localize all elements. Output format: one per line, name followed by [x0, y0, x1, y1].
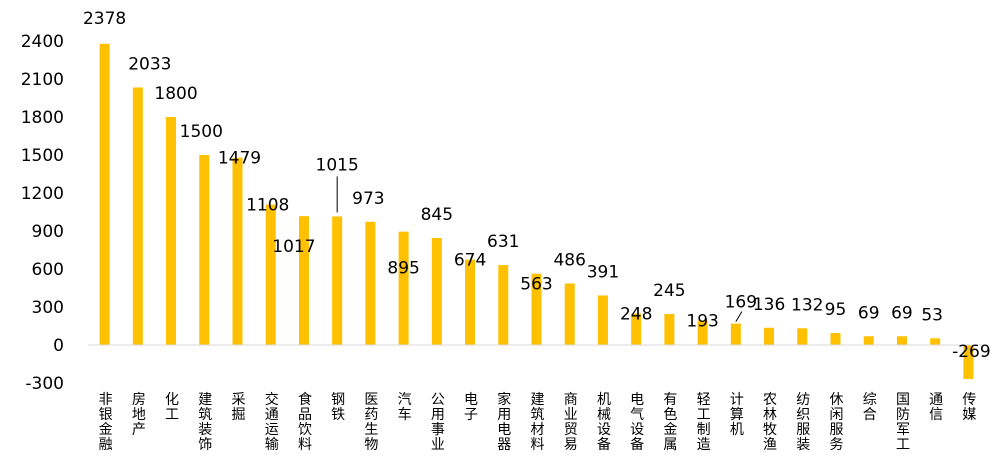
category-label: 建筑材料: [531, 392, 545, 453]
category-label: 纺织服装: [796, 392, 810, 453]
bar: [199, 155, 210, 345]
bar: [298, 216, 309, 345]
data-label: 973: [352, 189, 384, 209]
data-label: 1017: [272, 237, 315, 257]
category-label: 非银金融: [99, 392, 113, 453]
category-label: 汽车: [398, 392, 412, 423]
data-label: 248: [620, 305, 652, 325]
data-label: 391: [587, 262, 619, 282]
data-label: 2378: [83, 9, 126, 29]
category-label: 食品饮料: [298, 391, 312, 453]
bar: [764, 327, 775, 345]
bar: [465, 259, 476, 345]
bar: [963, 345, 974, 380]
data-label: 1800: [154, 84, 197, 104]
data-label: 69: [858, 303, 880, 323]
category-label: 休闲服务: [830, 392, 844, 453]
bar: [830, 332, 841, 345]
category-label: 综合: [863, 392, 877, 423]
category-label: 采掘: [232, 392, 246, 423]
data-label: 895: [387, 259, 419, 279]
bars: [99, 43, 974, 380]
bar: [896, 336, 907, 345]
bar: [930, 338, 941, 345]
bar: [365, 221, 376, 345]
bar: [265, 204, 276, 345]
bar: [398, 231, 409, 345]
y-tick-label: 2400: [21, 32, 64, 52]
bar: [564, 283, 575, 345]
bar: [232, 157, 243, 345]
category-label: 电子: [464, 392, 478, 423]
data-label: 2033: [128, 54, 171, 74]
bar: [166, 117, 177, 345]
data-label: 53: [921, 305, 943, 325]
category-label: 医药生物: [364, 392, 378, 453]
bar: [664, 313, 675, 345]
bar: [730, 323, 741, 345]
bar: [132, 87, 143, 345]
bar: [99, 43, 110, 345]
category-label: 国防军工: [896, 392, 910, 453]
y-tick-label: 900: [32, 222, 64, 242]
bar: [863, 336, 874, 345]
data-label: 169: [725, 293, 757, 313]
data-labels: 2378 2033 1800 1500 1479 1108 1017 1015 973 895 84…: [83, 9, 991, 362]
data-label: 845: [421, 205, 453, 225]
data-label: 674: [454, 251, 486, 271]
data-label: 69: [891, 303, 913, 323]
y-tick-label: 1200: [21, 184, 64, 204]
data-label: 193: [686, 312, 718, 332]
category-label: 机械设备: [597, 392, 611, 453]
category-label: 计算机: [730, 392, 744, 438]
data-label: 1479: [218, 149, 261, 169]
bar: [597, 295, 608, 345]
data-label: 95: [825, 300, 847, 320]
bar: [431, 237, 442, 345]
y-axis-ticks: -300 0 300 600 900 1200 1500 1800 2100 2400: [21, 32, 64, 394]
y-tick-label: 2100: [21, 70, 64, 90]
data-label: 132: [791, 295, 823, 315]
y-tick-label: 0: [53, 336, 64, 356]
category-label: 商业贸易: [564, 392, 578, 453]
bar: [697, 320, 708, 345]
y-tick-label: -300: [25, 374, 64, 394]
data-label: 631: [487, 232, 519, 252]
category-label: 电气设备: [630, 392, 644, 453]
category-label: 交通运输: [265, 391, 279, 453]
data-label: 1015: [316, 155, 359, 175]
category-label: 房地产: [132, 392, 146, 438]
category-label: 有色金属: [663, 392, 677, 453]
category-label: 轻工制造: [697, 392, 711, 453]
bar: [332, 216, 343, 345]
leader-lines: [336, 176, 743, 322]
bar: [797, 328, 808, 345]
bar: [631, 313, 642, 345]
y-tick-label: 600: [32, 260, 64, 280]
category-label: 化工: [165, 392, 179, 423]
y-tick-label: 300: [32, 298, 64, 318]
category-label: 钢铁: [331, 392, 345, 423]
data-label: 1500: [180, 122, 223, 142]
category-label: 通信: [929, 392, 943, 423]
category-label: 建筑装饰: [198, 392, 212, 453]
category-label: 家用电器: [497, 391, 511, 453]
leader-line: [735, 311, 743, 322]
category-label: 公用事业: [431, 392, 445, 453]
y-tick-label: 1800: [21, 108, 64, 128]
data-label: 136: [753, 295, 785, 315]
category-labels: 非银金融 房地产 化工 建筑装饰 采掘 交通运输 食品饮料 钢铁 医药生物 汽车 公用事业 电子 家用电…: [99, 391, 977, 453]
data-label: 1108: [246, 196, 289, 216]
bar: [498, 265, 509, 345]
y-tick-label: 1500: [21, 146, 64, 166]
category-label: 传媒: [962, 392, 976, 423]
category-label: 农林牧渔: [763, 392, 777, 453]
data-label: -269: [952, 342, 991, 362]
bar: [531, 273, 542, 345]
data-label: 563: [520, 275, 552, 295]
data-label: 486: [553, 250, 585, 270]
data-label: 245: [653, 281, 685, 301]
